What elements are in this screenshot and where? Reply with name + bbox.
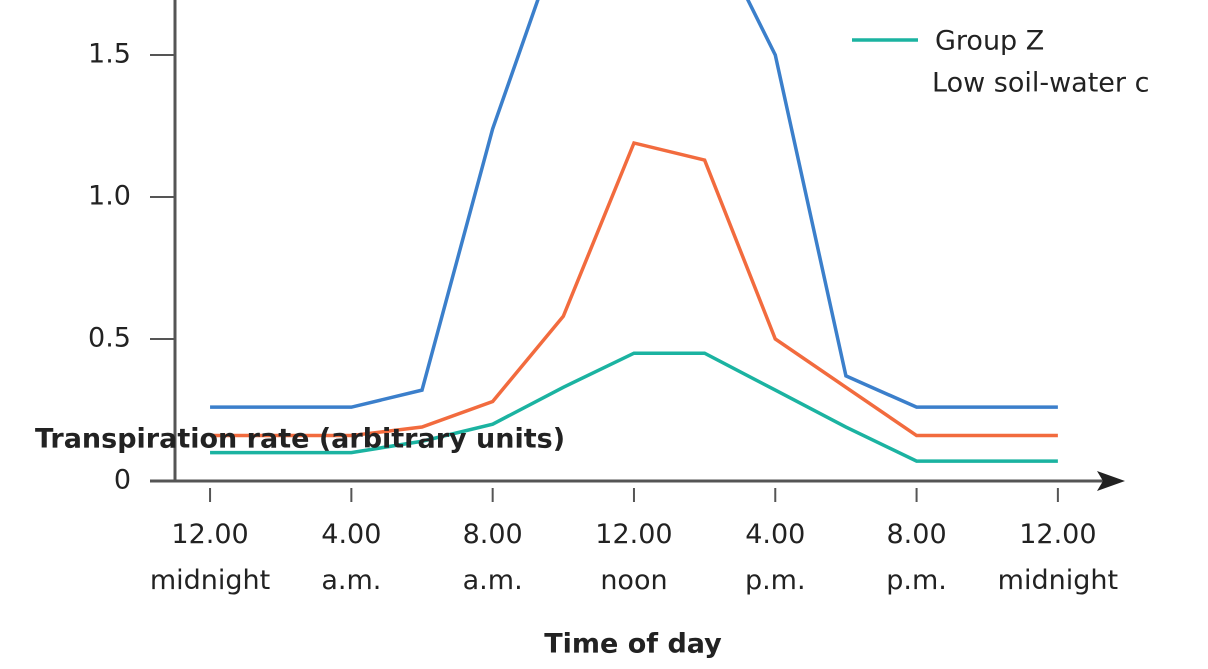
legend-note: Low soil-water c bbox=[932, 68, 1149, 99]
x-tick-label: 12.00 midnight bbox=[149, 519, 271, 596]
y-tick-label: 0 bbox=[114, 465, 131, 496]
x-tick-label: 8.00 p.m. bbox=[886, 519, 947, 596]
x-tick-label: 4.00 a.m. bbox=[321, 519, 382, 596]
plot-area bbox=[210, 0, 1058, 463]
x-tick-label: 8.00 a.m. bbox=[462, 519, 523, 596]
series-line bbox=[210, 0, 1058, 409]
x-tick-label: 12.00 noon bbox=[595, 519, 673, 596]
y-axis-label: Transpiration rate (arbitrary units) bbox=[35, 424, 565, 455]
y-tick-label: 0.5 bbox=[88, 322, 131, 353]
legend-label: Group Z bbox=[935, 26, 1044, 57]
x-tick-label: 4.00 p.m. bbox=[744, 519, 806, 596]
series-line bbox=[210, 140, 1058, 438]
x-axis-label: Time of day bbox=[544, 629, 722, 660]
series-line bbox=[210, 351, 1058, 463]
y-tick-label: 1.0 bbox=[88, 180, 131, 211]
x-axis-arrow bbox=[1097, 471, 1125, 491]
y-tick-label: 1.5 bbox=[88, 38, 131, 69]
x-tick-label: 12.00 midnight bbox=[997, 519, 1119, 596]
